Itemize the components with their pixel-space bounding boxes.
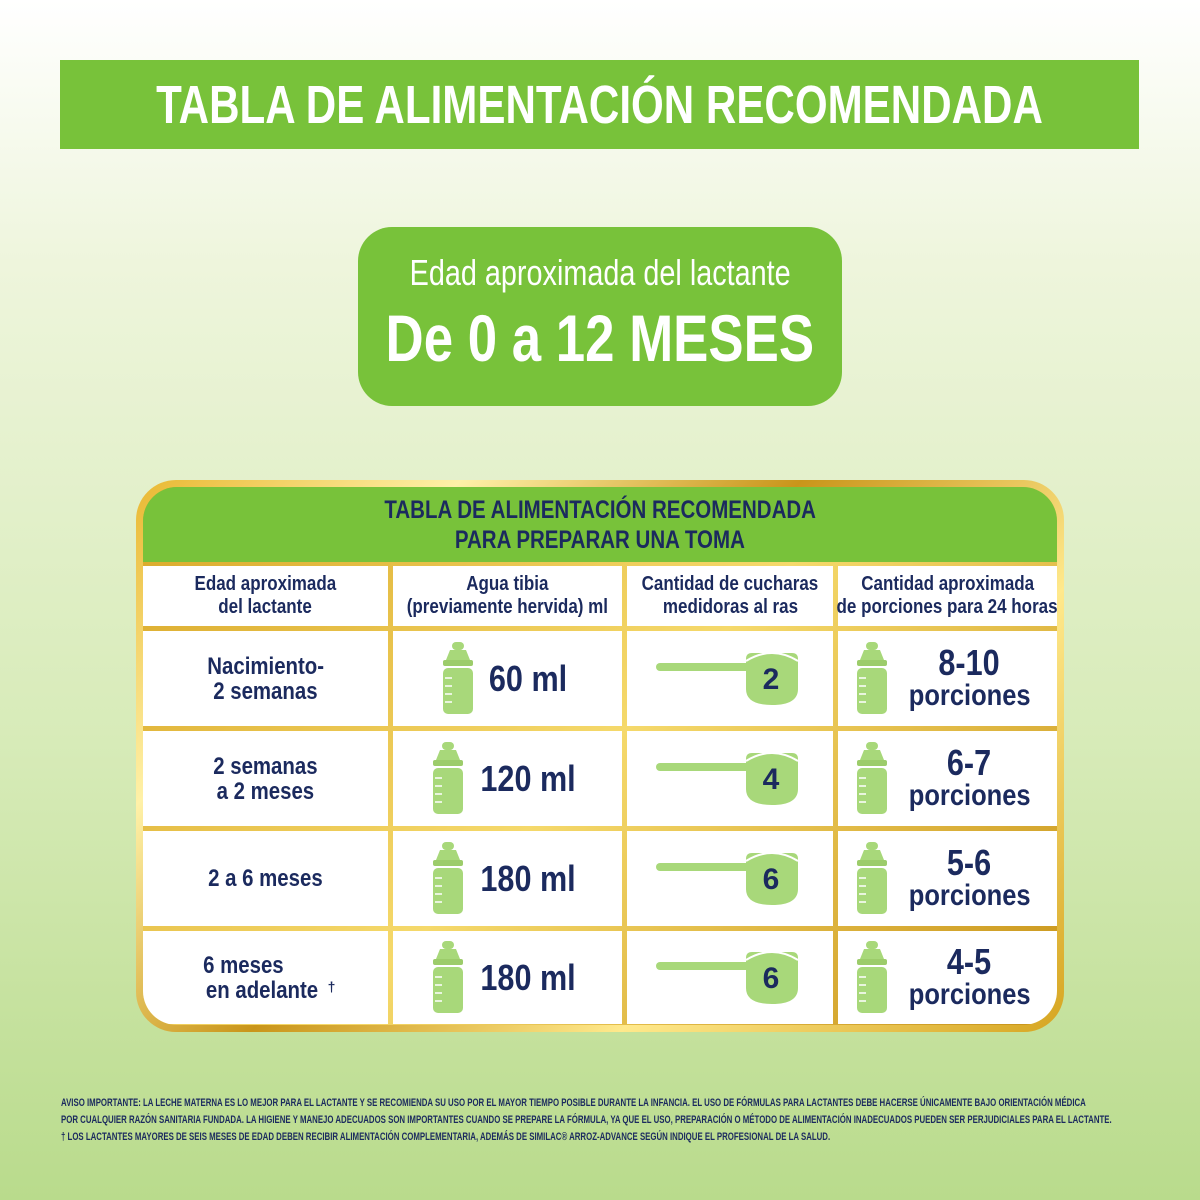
footnote-line3: † LOS LACTANTES MAYORES DE SEIS MESES DE… [61,1131,831,1143]
table-row-scoops: 6 [627,831,833,926]
table-title-line2: PARA PREPARAR UNA TOMA [454,525,746,554]
feeding-table: TABLA DE ALIMENTACIÓN RECOMENDADA PARA P… [143,487,1057,1025]
portions-range: 5-6 [947,841,992,883]
measuring-scoop-icon [656,851,799,905]
baby-bottle-icon [856,841,887,914]
baby-bottle-icon [856,641,887,714]
table-row-water: 60 ml [393,631,622,726]
baby-bottle-icon [433,940,464,1013]
measuring-scoop-icon [656,651,799,705]
portions-range: 8-10 [938,641,1001,683]
table-row-age: 2 semanas a 2 meses [143,731,388,826]
scoop-count: 6 [762,961,780,995]
scoop-count: 6 [762,862,780,896]
feeding-table-frame: TABLA DE ALIMENTACIÓN RECOMENDADA PARA P… [136,480,1064,1032]
table-row-age: Nacimiento- 2 semanas [143,631,388,726]
age-badge: Edad aproximada del lactante De 0 a 12 M… [358,227,842,406]
header-scoops: Cantidad de cucharas medidoras al ras [627,566,833,626]
portions-range: 4-5 [947,940,992,982]
table-row-portions: 5-6 porciones [838,831,1057,926]
portions-unit: porciones [908,778,1031,812]
baby-bottle-icon [433,841,464,914]
portions-unit: porciones [908,878,1031,912]
table-row-portions: 6-7 porciones [838,731,1057,826]
table-row-water: 120 ml [393,731,622,826]
table-row-age: 2 a 6 meses [143,831,388,926]
table-row-age: 6 meses en adelante † [143,931,388,1024]
portions-unit: porciones [908,678,1031,712]
measuring-scoop-icon [656,751,799,805]
age-badge-subtitle: Edad aproximada del lactante [409,251,791,293]
table-row-water: 180 ml [393,931,622,1024]
table-row-scoops: 4 [627,731,833,826]
baby-bottle-icon [433,741,464,814]
header-water: Agua tibia (previamente hervida) ml [393,566,622,626]
footnote-line2: POR CUALQUIER RAZÓN SANITARIA FUNDADA. L… [61,1114,1112,1126]
table-row-scoops: 6 [627,931,833,1024]
header-portions: Cantidad aproximada de porciones para 24 … [837,566,1057,626]
portions-unit: porciones [908,977,1031,1011]
baby-bottle-icon [443,641,474,714]
age-badge-range: De 0 a 12 MESES [385,300,815,375]
banner-title: TABLA DE ALIMENTACIÓN RECOMENDADA [156,74,1043,135]
baby-bottle-icon [856,741,887,814]
scoop-count: 4 [762,762,780,796]
dagger-mark: † [327,978,336,995]
water-amount: 180 ml [480,857,577,899]
measuring-scoop-icon [656,950,799,1004]
baby-bottle-icon [856,940,887,1013]
portions-range: 6-7 [947,741,992,783]
table-row-portions: 8-10 porciones [838,631,1057,726]
water-amount: 180 ml [480,956,577,998]
top-banner: TABLA DE ALIMENTACIÓN RECOMENDADA [60,60,1139,149]
header-age: Edad aproximada del lactante [143,566,388,626]
table-row-portions: 4-5 porciones [838,931,1057,1024]
table-title: TABLA DE ALIMENTACIÓN RECOMENDADA PARA P… [143,487,1057,562]
table-title-line1: TABLA DE ALIMENTACIÓN RECOMENDADA [384,495,816,524]
scoop-count: 2 [762,662,780,696]
table-row-water: 180 ml [393,831,622,926]
footnote-line1: AVISO IMPORTANTE: LA LECHE MATERNA ES LO… [61,1097,1086,1109]
water-amount: 120 ml [480,757,577,799]
table-row-scoops: 2 [627,631,833,726]
legal-footnote: AVISO IMPORTANTE: LA LECHE MATERNA ES LO… [61,1095,1141,1146]
water-amount: 60 ml [489,657,568,699]
